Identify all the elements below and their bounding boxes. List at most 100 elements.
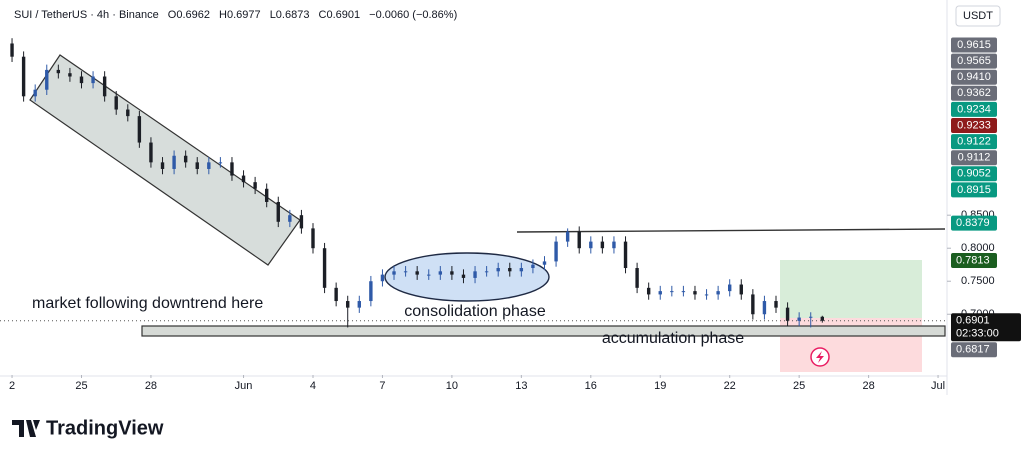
candle-body [612, 241, 616, 249]
candle-body [739, 284, 743, 295]
candle-body [218, 162, 223, 164]
x-tick-label: 28 [145, 380, 157, 392]
candle-body [91, 76, 95, 84]
candle-body [102, 76, 107, 97]
candle-body [45, 69, 49, 90]
candle-body [357, 301, 361, 308]
price-badge-label: 0.9052 [957, 168, 991, 180]
alert-icon-bolt [816, 351, 824, 363]
price-badge [951, 166, 997, 182]
price-badge-label: 0.9122 [957, 136, 991, 148]
x-tick-label: Jun [235, 380, 253, 392]
candle-body [322, 248, 327, 288]
candle-body [519, 268, 524, 272]
price-badge [951, 37, 997, 53]
price-badge [951, 118, 997, 133]
candle-body [461, 274, 466, 278]
candle-body [751, 294, 755, 315]
candle-body [473, 271, 477, 278]
candle-body [693, 291, 697, 295]
countdown-label: 02:33:00 [956, 328, 999, 340]
price-badge [951, 69, 997, 85]
candle-body [600, 241, 605, 249]
logo-icon [12, 420, 40, 437]
candle-body [589, 241, 593, 249]
currency-label: USDT [963, 10, 993, 22]
x-tick-label: 22 [724, 380, 736, 392]
ohlc-high: H0.6977 [219, 9, 261, 21]
candle-body [392, 271, 396, 275]
logo: TradingView [12, 417, 164, 439]
candle-body [380, 274, 385, 282]
currency-button[interactable] [955, 5, 1001, 27]
candle-body [438, 271, 443, 275]
x-tick-label: 25 [75, 380, 87, 392]
candle-body [288, 215, 292, 222]
candle-body [646, 287, 651, 295]
candle-body [33, 89, 37, 97]
candle-body [542, 261, 547, 265]
candle-body [21, 56, 26, 97]
x-tick-label: 2 [9, 380, 15, 392]
x-tick-label: 4 [310, 380, 316, 392]
candle-body [658, 291, 662, 295]
ohlc-low: L0.6873 [270, 9, 310, 21]
price-badge-label: 0.9615 [957, 39, 991, 51]
annotation: accumulation phase [602, 330, 744, 347]
candle-body [195, 162, 199, 169]
candle-body [531, 264, 535, 269]
price-badge [951, 150, 997, 166]
y-tick-label: 0.7500 [961, 275, 995, 287]
candle-body [137, 116, 142, 143]
candle-body [207, 162, 211, 169]
ohlc-open: O0.6962 [168, 9, 210, 21]
price-badge [951, 182, 997, 198]
candle-body [299, 215, 304, 229]
candle-body [450, 271, 454, 275]
change: −0.0060 (−0.86%) [369, 9, 457, 21]
candle-body [346, 301, 350, 308]
support-box [141, 325, 946, 337]
x-tick-label: 7 [379, 380, 385, 392]
candle-body [774, 301, 778, 308]
x-tick-label: 28 [862, 380, 874, 392]
candle-body [241, 175, 246, 183]
axes: USDT 2 25 28 Jun 4 7 10 13 16 19 22 25 28 Jul0.85000.… [0, 0, 1021, 395]
symbol: SUI / TetherUS · 4h · Binance [14, 9, 159, 21]
candle-body [496, 268, 500, 272]
candle-body [172, 155, 176, 169]
candle-body [126, 109, 130, 117]
candle-body [797, 317, 801, 321]
price-marker-label: 0.6901 [956, 315, 990, 327]
price-badge [951, 53, 997, 69]
x-tick-label: 19 [654, 380, 666, 392]
candle-body [554, 241, 558, 262]
candle-body [403, 271, 408, 273]
candle-body [809, 316, 813, 318]
candle-body [785, 307, 790, 321]
candle-body [160, 162, 165, 169]
ellipse-drawing [384, 252, 550, 302]
candle-body [253, 182, 257, 189]
price-badge-label: 0.9565 [957, 55, 991, 67]
price-badge [951, 101, 997, 117]
target-zone [780, 260, 922, 318]
candle-body [79, 76, 84, 84]
candle-body [565, 231, 570, 242]
price-badge-label: 0.8915 [957, 184, 991, 196]
candle-body [369, 281, 373, 302]
price-badge-label: 0.9112 [958, 152, 991, 164]
candle-body [635, 268, 639, 288]
x-tick-label: 25 [793, 380, 805, 392]
price-badge [951, 85, 997, 101]
price-badge-label: 0.9234 [957, 103, 991, 115]
y-tick-label: 0.8000 [961, 242, 995, 254]
candle-body [230, 162, 234, 176]
header: SUI / TetherUS · 4h · Binance O0.6962 H0… [14, 9, 457, 21]
candles [10, 38, 825, 328]
price-marker-label: 0.6817 [956, 344, 990, 356]
annotation: consolidation phase [404, 303, 546, 320]
